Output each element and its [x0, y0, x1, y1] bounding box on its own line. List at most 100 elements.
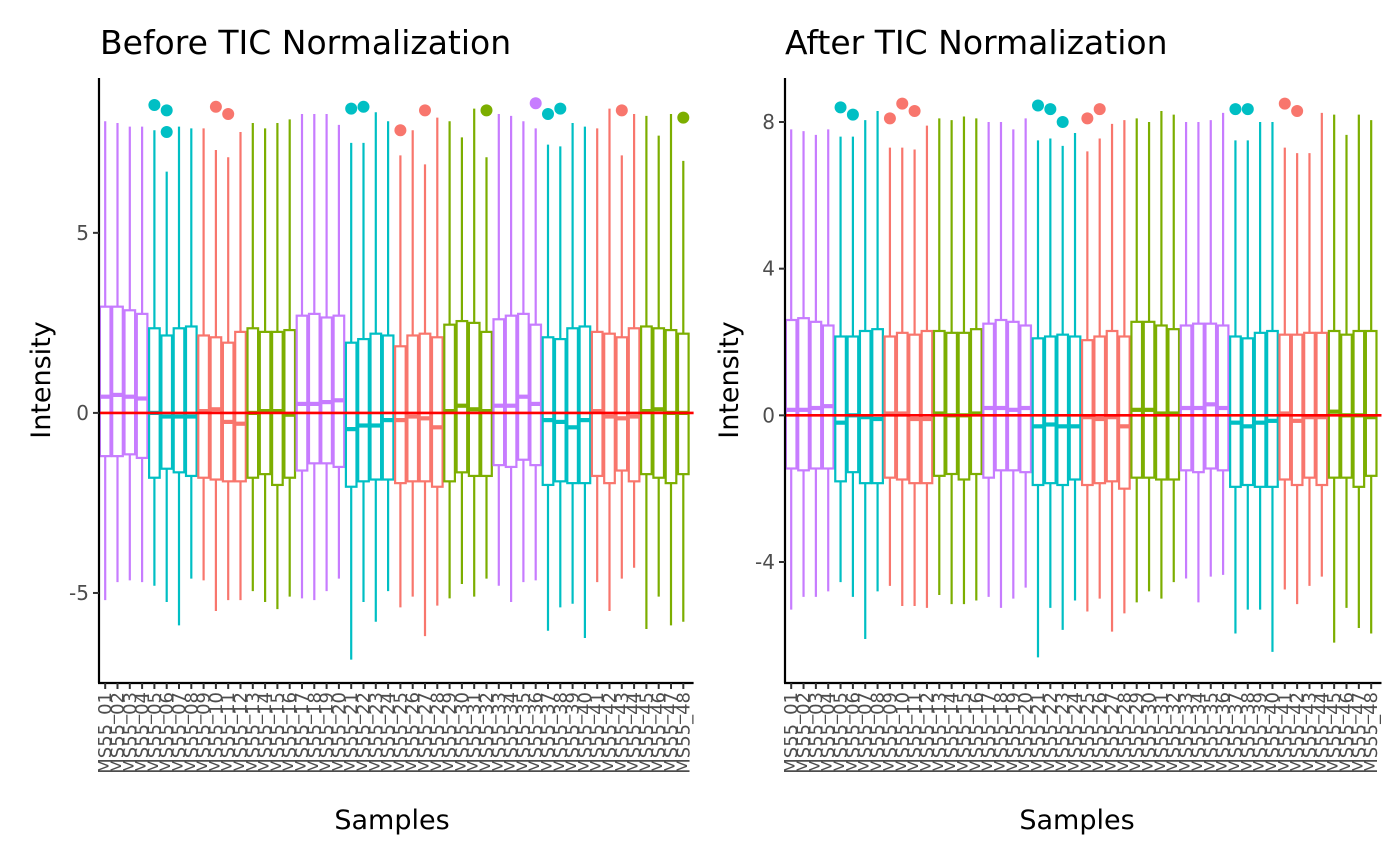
box-iqr: [443, 323, 456, 483]
outlier-point: [1278, 97, 1291, 110]
x-tick-label: MS55_35: [1201, 692, 1222, 774]
box-ms55-31: [1154, 111, 1168, 599]
box-ms55-22: [357, 100, 370, 602]
box-iqr: [320, 316, 333, 465]
x-tick-label: MS55_10: [892, 692, 913, 774]
box-iqr: [945, 331, 959, 476]
box-iqr: [1327, 329, 1341, 479]
box-iqr: [295, 314, 309, 472]
box-iqr: [1117, 335, 1131, 490]
box-iqr: [652, 327, 666, 479]
x-axis-title-before: Samples: [334, 805, 449, 836]
x-tick-label: MS55_04: [818, 692, 839, 774]
x-tick-label: MS55_28: [1114, 692, 1135, 774]
box-ms55-12: [234, 132, 247, 601]
box-ms55-44: [1315, 112, 1329, 577]
y-tick-label: 0: [76, 401, 89, 425]
box-iqr: [467, 321, 481, 478]
box-ms55-15: [271, 123, 284, 610]
x-tick-label: MS55_17: [292, 692, 313, 774]
box-iqr: [504, 314, 518, 469]
x-tick-label: MS55_26: [403, 692, 424, 774]
x-tick-label: MS55_39: [563, 692, 584, 774]
x-tick-label: MS55_05: [144, 692, 165, 774]
box-iqr: [1303, 331, 1316, 479]
x-tick-label: MS55_33: [1176, 692, 1197, 774]
box-ms55-24: [1068, 133, 1082, 601]
box-iqr: [394, 345, 407, 485]
outlier-point: [1241, 103, 1254, 116]
box-ms55-43: [615, 104, 629, 579]
y-tick-label: 5: [76, 221, 89, 245]
box-ms55-07: [858, 120, 872, 639]
box-ms55-29: [443, 121, 456, 599]
box-iqr: [834, 335, 847, 483]
x-tick-label: MS55_03: [120, 692, 141, 774]
panel-title-after: After TIC Normalization: [785, 23, 1167, 62]
x-tick-label: MS55_48: [1361, 692, 1382, 774]
box-iqr: [920, 329, 934, 485]
box-ms55-41: [590, 128, 604, 583]
x-tick-label: MS55_20: [329, 692, 350, 774]
box-ms55-46: [652, 135, 666, 597]
box-ms55-42: [1290, 105, 1304, 605]
box-iqr: [184, 325, 198, 478]
box-ms55-27: [1105, 123, 1119, 632]
outlier-point: [148, 99, 161, 112]
box-ms55-02: [797, 131, 810, 597]
box-ms55-48: [1364, 120, 1378, 634]
x-tick-label: MS55_12: [917, 692, 938, 774]
x-tick-label: MS55_47: [661, 692, 682, 774]
x-tick-label: MS55_38: [1238, 692, 1259, 774]
outlier-point: [222, 108, 235, 121]
box-iqr: [197, 334, 211, 479]
box-iqr: [418, 332, 432, 483]
box-ms55-40: [578, 126, 592, 638]
box-iqr: [1179, 324, 1193, 472]
x-tick-label: MS55_02: [794, 692, 815, 774]
box-ms55-24: [381, 121, 395, 592]
x-tick-label: MS55_24: [1065, 692, 1086, 774]
plot-area-before: -505MS55_01MS55_02MS55_03MS55_04MS55_05M…: [69, 78, 694, 774]
x-tick-label: MS55_06: [843, 692, 864, 774]
box-ms55-10: [895, 97, 909, 606]
x-tick-label: MS55_32: [477, 692, 498, 774]
box-ms55-03: [809, 134, 823, 597]
box-iqr: [234, 330, 247, 483]
outlier-point: [883, 112, 896, 125]
box-iqr: [1364, 329, 1378, 477]
x-tick-label: MS55_08: [181, 692, 202, 774]
box-ms55-17: [295, 114, 309, 599]
x-tick-label: MS55_43: [1299, 692, 1320, 774]
box-iqr: [381, 334, 395, 481]
x-tick-label: MS55_07: [855, 692, 876, 774]
x-tick-label: MS55_28: [427, 692, 448, 774]
box-ms55-28: [1117, 120, 1131, 614]
panel-title-before: Before TIC Normalization: [100, 23, 511, 62]
x-tick-label: MS55_41: [587, 692, 608, 774]
box-iqr: [258, 330, 272, 476]
box-iqr: [1154, 324, 1168, 481]
box-ms55-02: [111, 123, 124, 583]
box-iqr: [1019, 324, 1033, 474]
x-tick-label: MS55_18: [991, 692, 1012, 774]
box-ms55-33: [1179, 122, 1193, 579]
box-iqr: [480, 330, 493, 478]
box-ms55-45: [1327, 114, 1341, 643]
box-ms55-25: [1080, 112, 1094, 612]
outlier-point: [615, 104, 628, 117]
box-ms55-10: [209, 100, 223, 611]
x-tick-label: MS55_13: [243, 692, 264, 774]
x-tick-label: MS55_36: [526, 692, 547, 774]
box-ms55-27: [418, 104, 432, 637]
box-ms55-13: [932, 118, 946, 595]
box-ms55-32: [480, 104, 493, 579]
box-iqr: [982, 322, 996, 479]
box-ms55-39: [1253, 122, 1267, 610]
box-iqr: [1080, 339, 1094, 487]
x-tick-label: MS55_33: [489, 692, 510, 774]
box-ms55-46: [1340, 134, 1353, 608]
y-axis-title-before: Intensity: [26, 321, 57, 439]
box-ms55-28: [430, 117, 444, 606]
x-tick-label: MS55_11: [905, 692, 926, 774]
